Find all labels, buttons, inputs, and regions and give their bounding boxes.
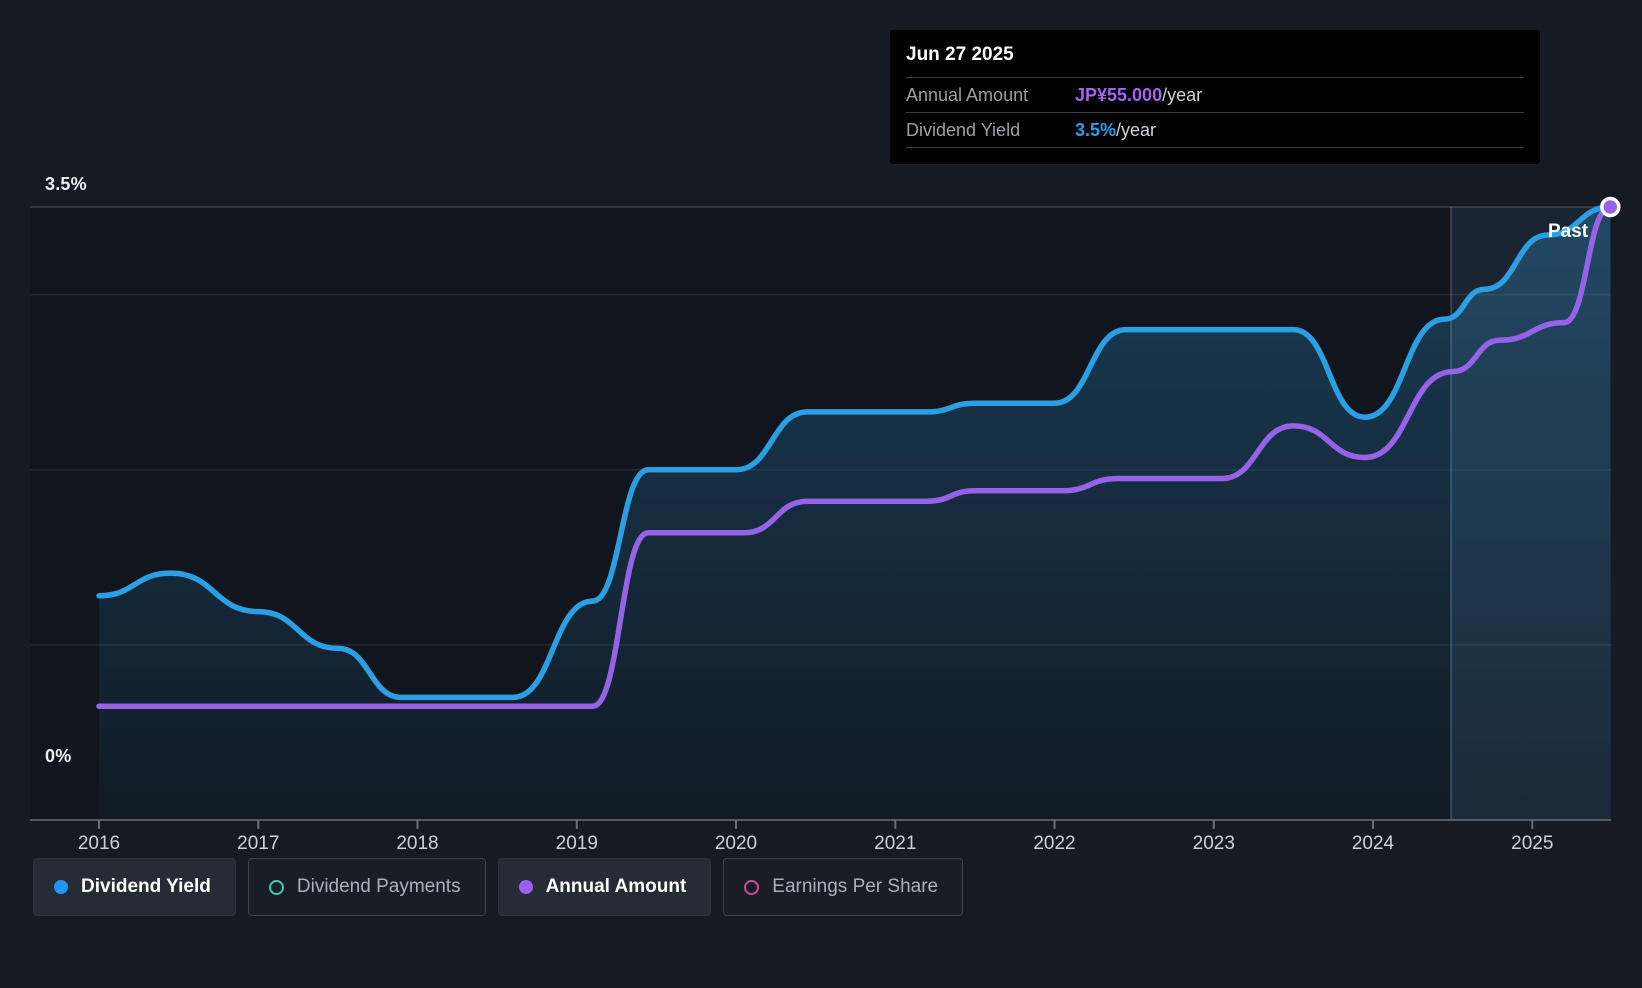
x-axis-label: 2023 [1193,833,1235,854]
annual-amount-dot-icon [518,880,533,894]
x-axis-label: 2016 [78,833,120,854]
x-axis-label: 2022 [1033,833,1075,854]
chart-tooltip: Jun 27 2025 Annual Amount JP¥55.000 /yea… [890,30,1540,164]
x-axis-label: 2017 [237,833,279,854]
legend-label: Earnings Per Share [772,876,939,897]
dividend-yield-dot-icon [54,880,68,894]
tooltip-annual-amount-label: Annual Amount [906,84,1029,105]
chart-legend: Dividend Yield Dividend Payments Annual … [33,858,964,916]
x-axis-labels: 2016 2017 2018 2019 2020 2021 2022 2023 2024 2025 [78,833,1554,854]
x-axis-label: 2020 [715,833,757,854]
x-axis-label: 2024 [1352,833,1395,854]
tooltip-row-annual-amount: Annual Amount JP¥55.000 /year [906,77,1524,112]
tooltip-date: Jun 27 2025 [906,44,1014,65]
legend-label: Dividend Payments [296,876,461,897]
dividend-yield-area [99,207,1611,820]
x-axis-label: 2019 [556,833,598,854]
tooltip-dividend-yield-value: 3.5% [1075,119,1117,140]
tooltip-dividend-yield-label: Dividend Yield [906,119,1021,140]
tooltip-annual-amount-suffix: /year [1162,84,1203,105]
tooltip-dividend-yield-suffix: /year [1116,119,1157,140]
y-axis-label-bottom: 0% [45,746,72,766]
series-end-marker[interactable] [1600,196,1621,218]
x-axis-label: 2021 [874,833,916,854]
tooltip-row-dividend-yield: Dividend Yield 3.5% /year [906,112,1524,148]
legend-button-dividend-payments[interactable]: Dividend Payments [247,858,486,916]
y-axis-label-top: 3.5% [45,174,87,194]
legend-label: Dividend Yield [81,876,211,897]
legend-label: Annual Amount [545,876,687,897]
annual-amount-line[interactable] [96,204,1614,709]
dividend-payments-ring-icon [268,879,284,895]
tooltip-annual-amount-value: JP¥55.000 [1075,84,1163,105]
legend-button-earnings-per-share[interactable]: Earnings Per Share [723,858,964,916]
future-region-overlay [1451,207,1611,820]
legend-button-dividend-yield[interactable]: Dividend Yield [33,858,236,916]
past-region-label: Past [1548,221,1589,242]
earnings-per-share-ring-icon [744,879,760,895]
x-axis-label: 2025 [1511,833,1553,854]
dividend-yield-line[interactable] [96,204,1614,701]
x-axis-label: 2018 [396,833,438,854]
x-axis-ticks [98,820,1534,829]
legend-button-annual-amount[interactable]: Annual Amount [497,858,712,916]
